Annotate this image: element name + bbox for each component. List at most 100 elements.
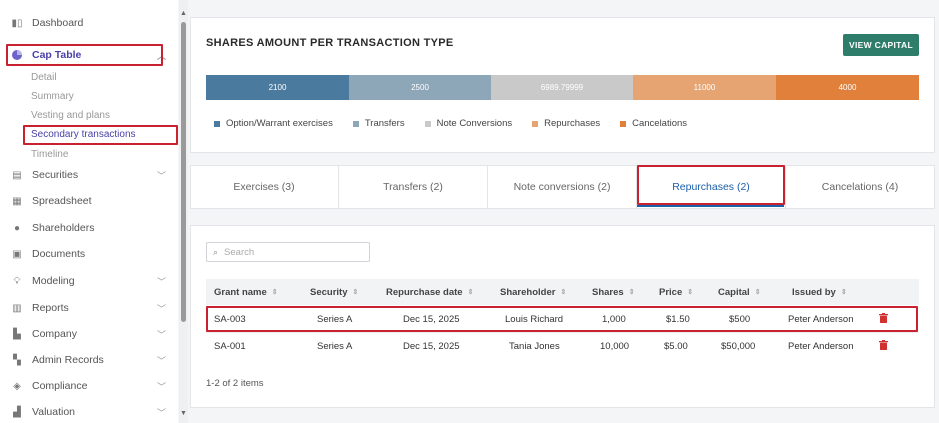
sort-icon[interactable]: ⇕: [840, 289, 847, 296]
delete-icon[interactable]: [879, 313, 888, 323]
sidebar-item-label: Dashboard: [32, 17, 84, 29]
cell-price: $5.00: [664, 340, 688, 352]
sidebar-item-valuation[interactable]: ▟ Valuation ﹀: [10, 401, 174, 423]
dashboard-icon: ▮▯: [11, 17, 23, 29]
scroll-down-arrow-icon[interactable]: ▼: [180, 410, 187, 417]
table-header: [206, 279, 919, 305]
column-header-grant-name[interactable]: Grant name ⇕: [214, 279, 278, 305]
column-header-shares[interactable]: Shares ⇕: [592, 279, 635, 305]
column-label: Capital: [718, 286, 750, 298]
legend-swatch: [620, 120, 627, 127]
legend: Option/Warrant exercises Transfers Note …: [214, 118, 707, 129]
column-header-repurchase-date[interactable]: Repurchase date ⇕: [386, 279, 473, 305]
chevron-down-icon: ﹀: [156, 303, 166, 314]
cell-shares: 1,000: [602, 313, 626, 325]
sidebar-item-label: Spreadsheet: [32, 195, 92, 207]
shield-icon: ◈: [13, 380, 21, 392]
sidebar-item-label: Cap Table: [32, 49, 82, 61]
clipboard-icon: ▤: [12, 169, 22, 181]
sidebar-item-label: Admin Records: [32, 354, 104, 366]
chevron-down-icon: ﹀: [156, 276, 166, 287]
search-placeholder: Search: [224, 246, 255, 258]
search-input[interactable]: ⌕ Search: [206, 242, 370, 262]
tab-transfers[interactable]: Transfers (2): [339, 166, 488, 208]
chevron-down-icon: ﹀: [156, 170, 166, 181]
column-label: Repurchase date: [386, 286, 463, 298]
sidebar-item-company[interactable]: ▙ Company ﹀: [10, 323, 174, 345]
column-header-shareholder[interactable]: Shareholder ⇕: [500, 279, 566, 305]
chevron-down-icon: ﹀: [156, 329, 166, 340]
sidebar-item-compliance[interactable]: ◈ Compliance ﹀: [10, 375, 174, 397]
legend-label: Option/Warrant exercises: [226, 118, 333, 129]
sort-icon[interactable]: ⇕: [754, 289, 761, 296]
sidebar-subitem-summary[interactable]: Summary: [31, 90, 74, 102]
sort-icon[interactable]: ⇕: [271, 289, 278, 296]
table-card: [190, 225, 935, 408]
sidebar-subitem-timeline[interactable]: Timeline: [31, 148, 69, 160]
cell-capital: $500: [729, 313, 751, 325]
view-capital-button[interactable]: VIEW CAPITAL: [843, 34, 919, 56]
column-header-issued-by[interactable]: Issued by ⇕: [792, 279, 847, 305]
sort-icon[interactable]: ⇕: [560, 289, 567, 296]
column-header-security[interactable]: Security ⇕: [310, 279, 358, 305]
row-divider: [206, 332, 919, 333]
scrollbar-thumb[interactable]: [181, 22, 186, 322]
cell-grant-name: SA-003: [214, 313, 246, 325]
sidebar-subitem-vesting[interactable]: Vesting and plans: [31, 109, 110, 121]
sidebar-item-admin-records[interactable]: ▚ Admin Records ﹀: [10, 349, 174, 371]
pagination-count: 1-2 of 2 items: [206, 378, 264, 389]
bar-segment-transfers: 2500: [349, 75, 491, 100]
sidebar-item-label: Securities: [32, 169, 79, 181]
tab-repurchases[interactable]: Repurchases (2): [637, 166, 786, 208]
highlight-box: [637, 165, 785, 205]
tab-cancelations[interactable]: Cancelations (4): [821, 181, 899, 193]
spreadsheet-icon: ▦: [12, 195, 22, 207]
sidebar-item-spreadsheet[interactable]: ▦ Spreadsheet: [10, 190, 174, 212]
legend-item: Transfers: [352, 118, 405, 129]
legend-swatch: [424, 120, 431, 127]
bar-segment-exercises: 2100: [206, 75, 349, 100]
sidebar-subitem-detail[interactable]: Detail: [31, 71, 57, 83]
sort-icon[interactable]: ⇕: [628, 289, 635, 296]
column-header-price[interactable]: Price ⇕: [659, 279, 693, 305]
lightbulb-icon: 💡︎: [13, 275, 21, 287]
legend-item: Note Conversions: [424, 118, 513, 129]
sidebar-subitem-secondary-transactions[interactable]: Secondary transactions: [31, 128, 136, 140]
column-label: Price: [659, 286, 683, 298]
bar-segment-cancelations: 4000: [776, 75, 919, 100]
scroll-up-arrow-icon[interactable]: ▲: [180, 10, 187, 17]
tab-exercises[interactable]: Exercises (3): [190, 166, 339, 208]
sort-icon[interactable]: ⇕: [687, 289, 694, 296]
tab-note-conversions[interactable]: Note conversions (2): [488, 166, 637, 208]
cell-capital: $50,000: [721, 340, 756, 352]
column-label: Shares: [592, 286, 624, 298]
sidebar-item-dashboard[interactable]: ▮▯ Dashboard: [10, 12, 174, 34]
chevron-down-icon: ﹀: [156, 407, 166, 418]
bar-segment-repurchases: 11000: [633, 75, 776, 100]
chevron-down-icon: ﹀: [156, 381, 166, 392]
folder-icon: ▣: [12, 248, 22, 260]
sort-icon[interactable]: ⇕: [467, 289, 474, 296]
tabs-card: [190, 165, 935, 209]
legend-label: Note Conversions: [436, 118, 513, 129]
search-icon: ⌕: [213, 246, 219, 257]
column-label: Security: [310, 286, 348, 298]
sidebar-item-reports[interactable]: ▥ Reports ﹀: [10, 297, 174, 319]
sort-icon[interactable]: ⇕: [352, 289, 359, 296]
sidebar-item-modeling[interactable]: 💡︎ Modeling ﹀: [10, 270, 174, 292]
legend-label: Repurchases: [544, 118, 601, 129]
cell-shareholder: Tania Jones: [509, 340, 560, 352]
records-icon: ▚: [13, 354, 21, 366]
highlight-box: [206, 306, 918, 332]
sidebar-item-documents[interactable]: ▣ Documents: [10, 243, 174, 265]
chevron-down-icon: ﹀: [156, 355, 166, 366]
sidebar-item-securities[interactable]: ▤ Securities ﹀: [10, 164, 174, 186]
cell-shares: 10,000: [600, 340, 630, 352]
sidebar-item-shareholders[interactable]: ● Shareholders: [10, 217, 174, 239]
column-header-capital[interactable]: Capital ⇕: [718, 279, 761, 305]
delete-icon[interactable]: [879, 340, 888, 350]
person-icon: ●: [13, 222, 21, 234]
sidebar-item-label: Reports: [32, 302, 69, 314]
sidebar-item-label: Shareholders: [32, 222, 95, 234]
cell-price: $1.50: [666, 313, 690, 325]
